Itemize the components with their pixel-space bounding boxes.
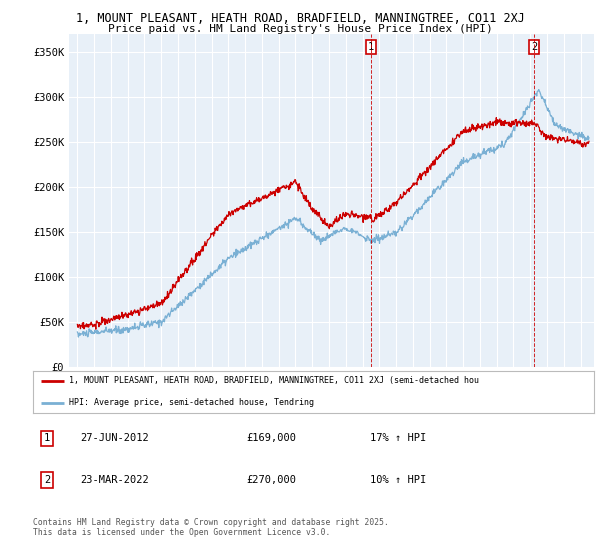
Text: £270,000: £270,000 <box>246 475 296 485</box>
Text: Contains HM Land Registry data © Crown copyright and database right 2025.
This d: Contains HM Land Registry data © Crown c… <box>33 518 389 538</box>
Text: £169,000: £169,000 <box>246 433 296 444</box>
Text: 17% ↑ HPI: 17% ↑ HPI <box>370 433 426 444</box>
Text: 10% ↑ HPI: 10% ↑ HPI <box>370 475 426 485</box>
Text: 1, MOUNT PLEASANT, HEATH ROAD, BRADFIELD, MANNINGTREE, CO11 2XJ (semi-detached h: 1, MOUNT PLEASANT, HEATH ROAD, BRADFIELD… <box>70 376 479 385</box>
Text: 1, MOUNT PLEASANT, HEATH ROAD, BRADFIELD, MANNINGTREE, CO11 2XJ: 1, MOUNT PLEASANT, HEATH ROAD, BRADFIELD… <box>76 12 524 25</box>
Text: Price paid vs. HM Land Registry's House Price Index (HPI): Price paid vs. HM Land Registry's House … <box>107 24 493 34</box>
Text: 1: 1 <box>368 42 374 52</box>
Text: 27-JUN-2012: 27-JUN-2012 <box>80 433 149 444</box>
Text: 1: 1 <box>44 433 50 444</box>
Text: HPI: Average price, semi-detached house, Tendring: HPI: Average price, semi-detached house,… <box>70 398 314 407</box>
Text: 2: 2 <box>44 475 50 485</box>
Text: 23-MAR-2022: 23-MAR-2022 <box>80 475 149 485</box>
Text: 2: 2 <box>531 42 537 52</box>
